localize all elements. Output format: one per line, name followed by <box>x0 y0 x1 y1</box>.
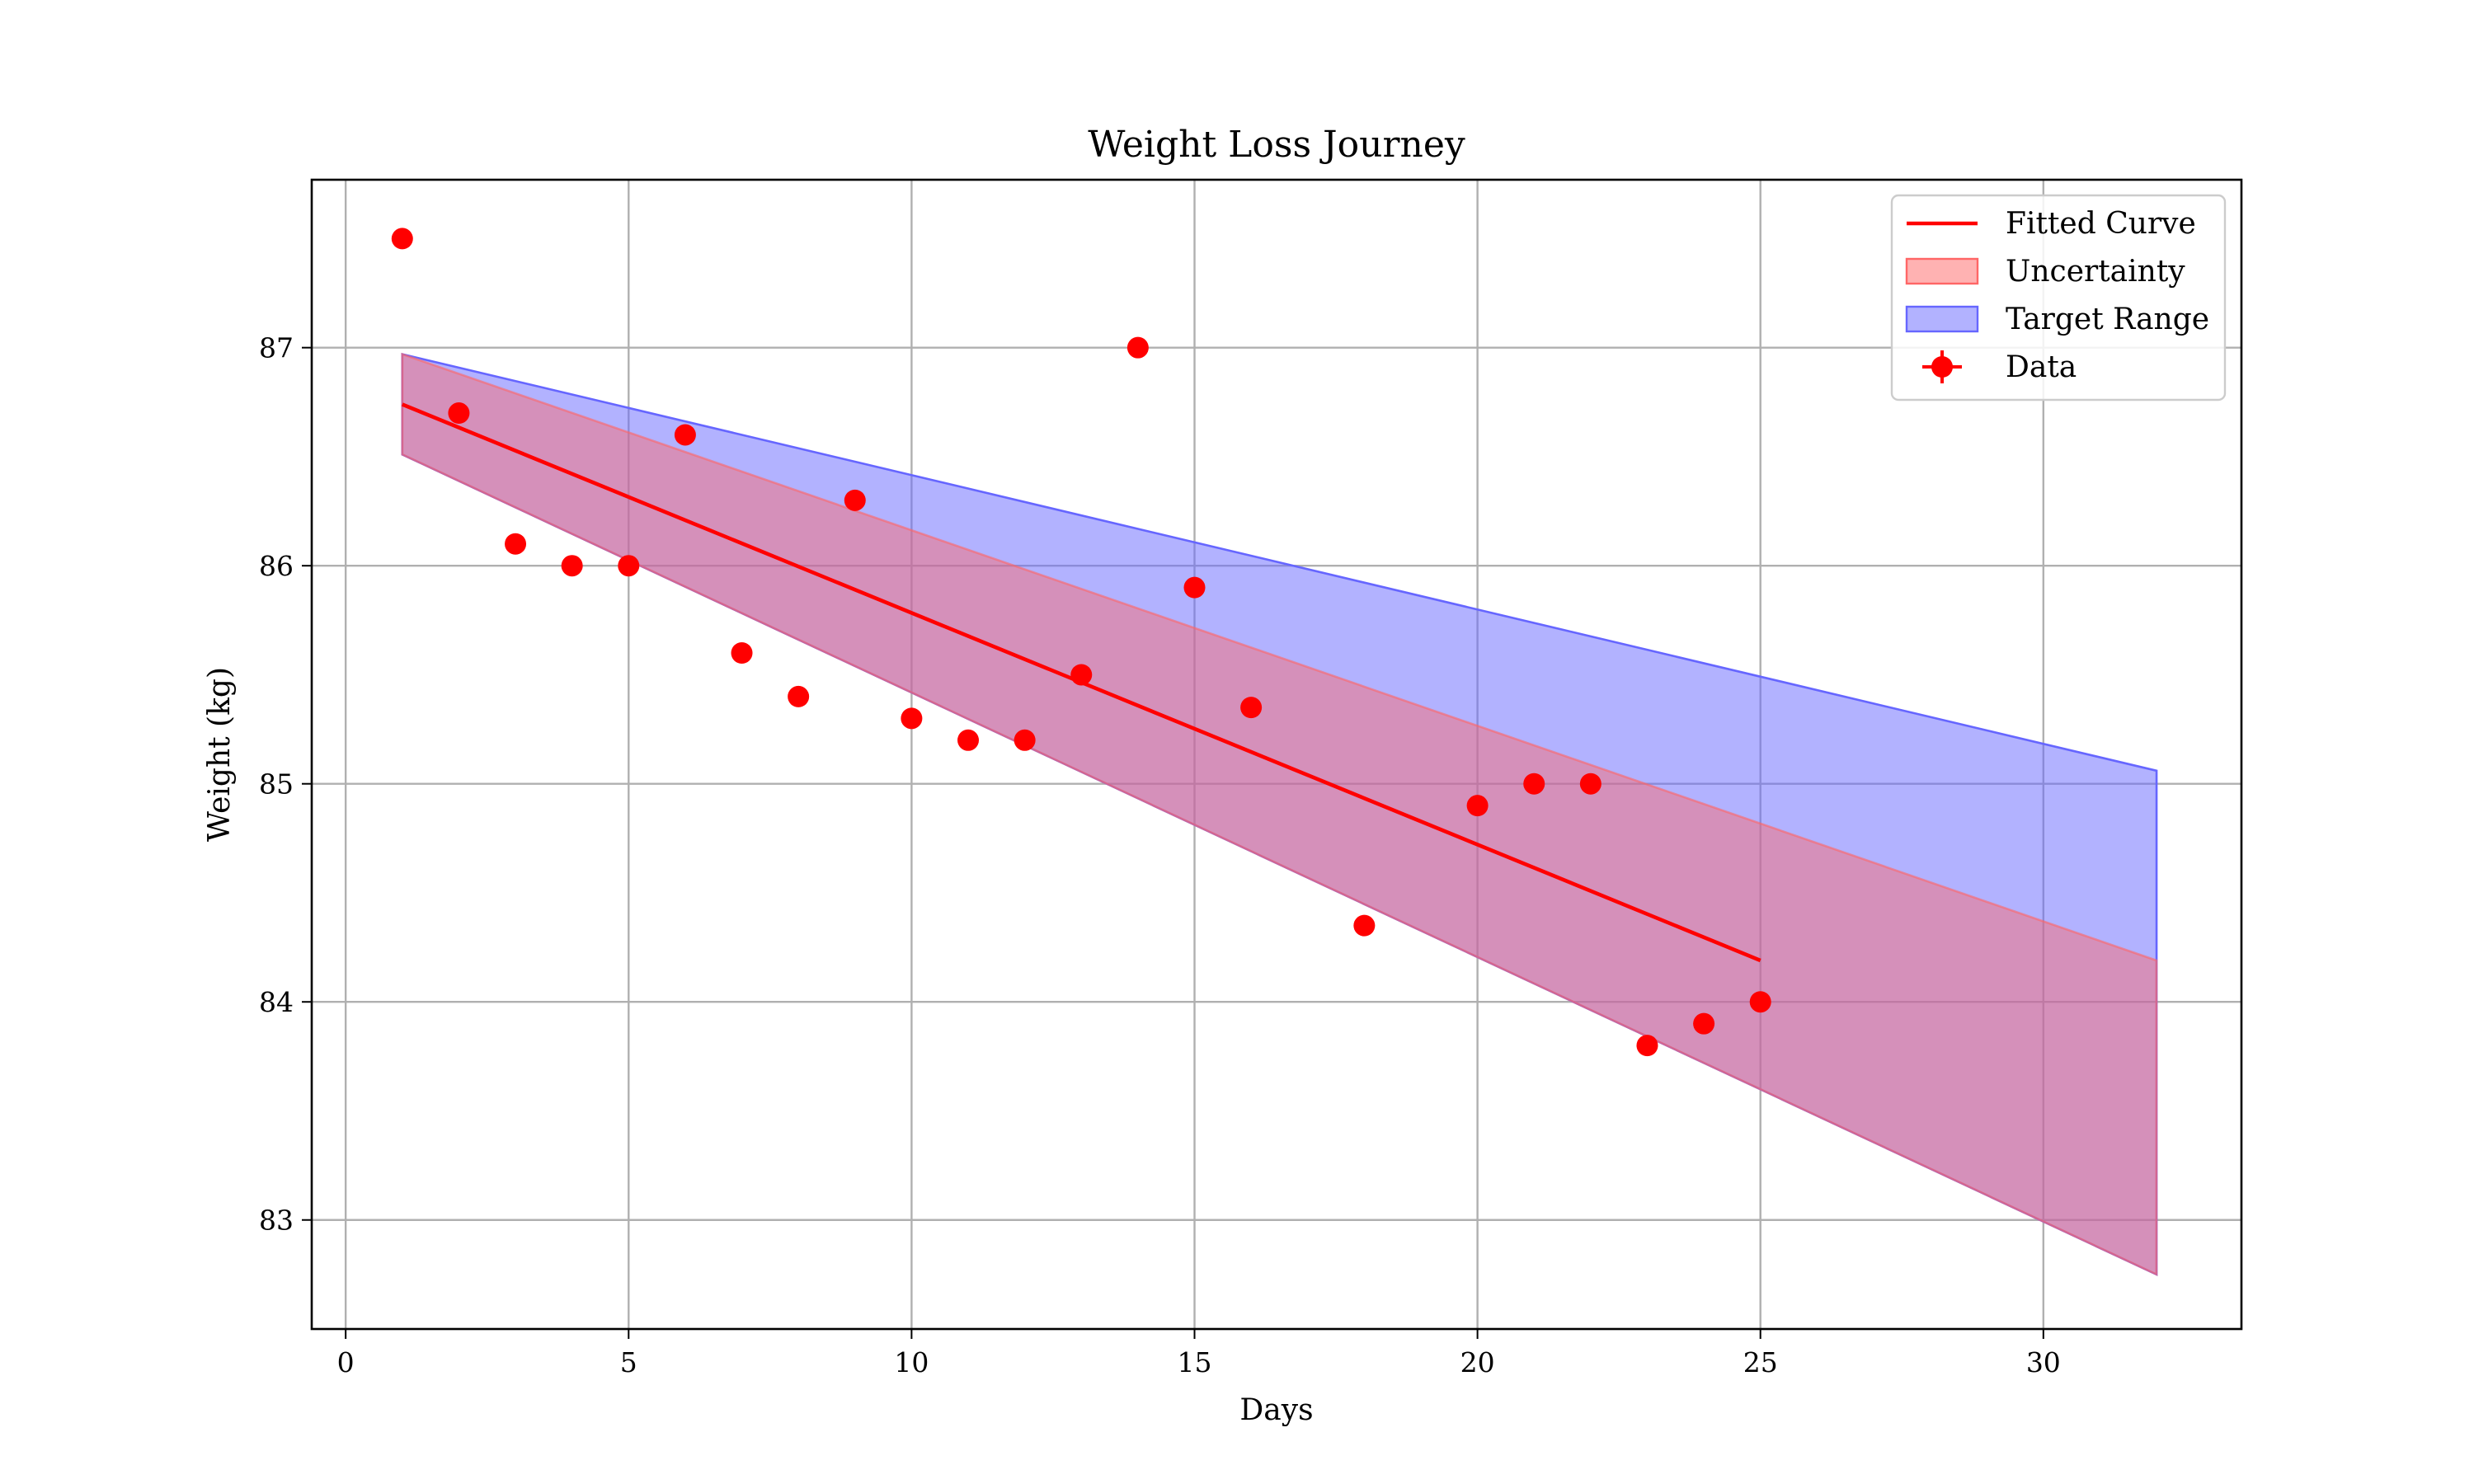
data-point <box>448 402 470 425</box>
data-point <box>731 642 753 664</box>
data-point <box>1579 773 1602 795</box>
ticks: 0 5 10 15 20 25 30 83 84 85 86 87 <box>259 332 2061 1378</box>
x-tick-label: 25 <box>1743 1346 1778 1378</box>
legend-handle-data <box>1931 356 1953 378</box>
y-tick-label: 83 <box>259 1205 294 1237</box>
x-tick-label: 20 <box>1460 1346 1495 1378</box>
chart-title: Weight Loss Journey <box>1088 124 1465 166</box>
data-point <box>1183 576 1206 599</box>
data-point <box>1014 729 1036 751</box>
y-tick-label: 86 <box>259 550 294 582</box>
legend: Fitted Curve Uncertainty Target Range Data <box>1890 194 2227 402</box>
data-point <box>1636 1035 1658 1057</box>
y-tick-label: 85 <box>259 768 294 801</box>
legend-label: Target Range <box>2006 303 2209 336</box>
legend-label: Fitted Curve <box>2006 207 2196 241</box>
data-point <box>1523 773 1545 795</box>
data-point <box>1466 795 1489 817</box>
data-points <box>391 228 1771 1057</box>
legend-box <box>1890 194 2227 402</box>
x-tick-label: 15 <box>1177 1346 1211 1378</box>
data-point <box>844 489 866 511</box>
data-point <box>1749 991 1771 1013</box>
x-tick-label: 10 <box>894 1346 929 1378</box>
data-point <box>561 555 583 577</box>
plot-frame <box>310 178 2243 1331</box>
legend-handle-uncertainty <box>1905 257 1979 285</box>
legend-label: Data <box>2006 350 2077 384</box>
data-point <box>1693 1012 1715 1035</box>
x-tick-label: 30 <box>2026 1346 2061 1378</box>
data-point <box>391 228 413 250</box>
data-point <box>901 707 923 730</box>
data-point <box>957 729 980 751</box>
y-tick-label: 84 <box>259 986 294 1018</box>
legend-label: Uncertainty <box>2006 255 2185 289</box>
data-point <box>1353 914 1376 937</box>
data-point <box>1240 697 1263 719</box>
data-point <box>505 533 527 555</box>
x-tick-label: 5 <box>620 1346 637 1378</box>
legend-handle-target-range <box>1905 305 1979 333</box>
y-axis-label: Weight (kg) <box>203 667 237 842</box>
x-tick-label: 0 <box>337 1346 355 1378</box>
data-point <box>1126 336 1149 359</box>
data-point <box>618 555 640 577</box>
y-tick-label: 87 <box>259 332 294 364</box>
data-point <box>1070 664 1093 686</box>
data-point <box>674 424 696 446</box>
x-axis-label: Days <box>1239 1393 1313 1427</box>
data-point <box>788 685 810 707</box>
